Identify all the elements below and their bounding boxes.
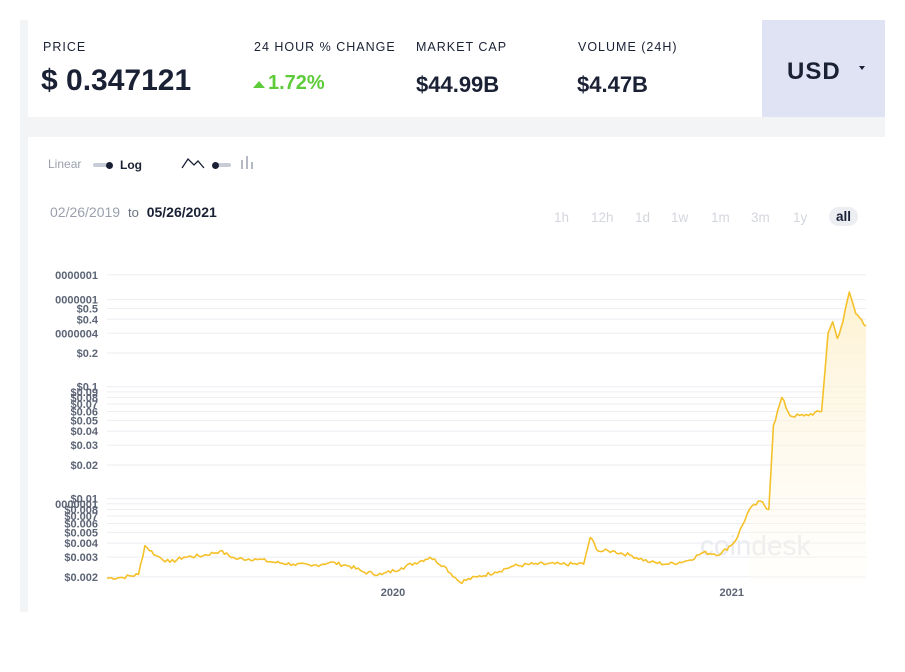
price-label: PRICE [43, 40, 87, 54]
scale-toggle-row: Linear [48, 157, 81, 171]
market-cap-value: $44.99B [416, 72, 500, 97]
scale-toggle-track [93, 163, 111, 167]
bar-chart-icon[interactable] [240, 155, 256, 169]
volume-value: $4.47B [577, 72, 648, 97]
range-1y[interactable]: 1y [793, 210, 808, 225]
range-all[interactable]: all [829, 207, 859, 226]
chart-type-toggle-track [213, 163, 231, 167]
chart-type-toggle[interactable] [212, 161, 232, 169]
change-value-wrap: 1.72% [253, 72, 325, 95]
range-1w[interactable]: 1w [671, 210, 689, 225]
currency-label: USD [787, 58, 841, 85]
range-1h[interactable]: 1h [554, 210, 570, 225]
chart-type-toggle-knob [212, 161, 219, 169]
currency-dropdown[interactable]: USD [762, 20, 885, 117]
range-3m[interactable]: 3m [751, 210, 770, 225]
range-12h[interactable]: 12h [591, 210, 614, 225]
start-date[interactable]: 02/26/2019 [50, 204, 121, 220]
end-date[interactable]: 05/26/2021 [146, 204, 217, 220]
market-cap-label: MARKET CAP [416, 40, 508, 54]
caret-down-icon [859, 66, 865, 70]
change-label: 24 HOUR % CHANGE [254, 40, 396, 54]
range-1d[interactable]: 1d [635, 210, 651, 225]
stats-bar: PRICE $ 0.347121 24 HOUR % CHANGE 1.72% … [28, 20, 762, 117]
triangle-up-icon [253, 80, 265, 88]
to-label: to [127, 205, 139, 220]
change-value: 1.72% [268, 72, 325, 94]
range-1m[interactable]: 1m [711, 210, 730, 225]
linear-label[interactable]: Linear [48, 157, 82, 171]
volume-label: VOLUME (24H) [578, 40, 678, 54]
log-label[interactable]: Log [120, 158, 142, 172]
scale-toggle[interactable] [93, 161, 113, 169]
price-value: $ 0.347121 [41, 64, 192, 97]
line-chart-icon[interactable] [181, 156, 205, 170]
scale-toggle-knob [106, 161, 113, 169]
date-range: 02/26/2019 to 05/26/2021 [50, 204, 217, 220]
